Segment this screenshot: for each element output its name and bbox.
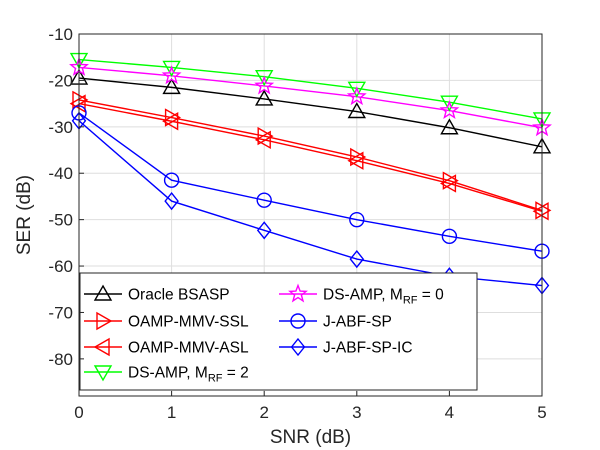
y-tick-label: -60 (48, 257, 73, 276)
data-point-marker (441, 228, 458, 245)
data-point-marker (256, 192, 272, 208)
data-point-marker (162, 77, 181, 95)
series-line (78, 66, 543, 129)
x-tick-label: 0 (74, 403, 83, 422)
data-point-marker (347, 81, 367, 98)
data-point-marker (350, 147, 367, 167)
series-markers (69, 52, 552, 295)
legend-series-subscript: RF (208, 373, 223, 385)
data-point-marker (72, 90, 89, 110)
data-point-marker (163, 172, 180, 188)
data-point-marker (442, 171, 459, 190)
data-point-marker (161, 65, 182, 85)
legend-entry-label: J-ABF-SP-IC (323, 340, 413, 357)
legend-series-name: Oracle BSASP (128, 287, 230, 304)
legend-entry-label: DS-AMP, MRF = 2 (128, 365, 249, 385)
data-point-marker (439, 100, 460, 120)
legend-entry-label: J-ABF-SP (323, 314, 392, 331)
series-line (78, 102, 543, 212)
data-point-marker (69, 94, 86, 113)
legend-swatch-marker (290, 337, 306, 357)
legend-series-suffix: = 2 (222, 365, 248, 382)
data-point-marker (349, 249, 365, 269)
data-point-marker (164, 108, 182, 127)
legend-swatch-marker (93, 337, 110, 357)
legend-swatch-marker (290, 313, 306, 329)
x-tick-label: 3 (352, 403, 361, 422)
legend-series-name: OAMP-MMV-SSL (128, 314, 249, 331)
data-point-marker (257, 126, 274, 146)
y-tick-label: -30 (48, 118, 73, 137)
data-point-marker (349, 211, 365, 228)
plot-frame (78, 33, 543, 397)
y-tick-label: -40 (48, 164, 73, 183)
legend-entry-label: OAMP-MMV-ASL (128, 340, 249, 357)
data-point-marker (162, 112, 179, 131)
legend-swatch-marker (93, 365, 113, 382)
x-tick-label: 4 (445, 403, 454, 422)
x-tick-label: 5 (537, 403, 546, 422)
legend-series-name: J-ABF-SP (323, 314, 392, 331)
x-axis-label: SNR (dB) (270, 427, 351, 448)
data-point-marker (254, 130, 271, 150)
legend-series-subscript: RF (403, 295, 418, 307)
x-tick-label: 2 (259, 403, 268, 422)
legend-series-suffix: = 0 (417, 287, 444, 304)
legend-swatch-marker (288, 283, 308, 303)
legend-series-name: DS-AMP, M (128, 365, 208, 382)
data-point-marker (439, 174, 457, 193)
data-point-marker (347, 102, 367, 119)
y-tick-label: -70 (48, 303, 73, 322)
legend-box (79, 272, 478, 391)
y-tick-label: -20 (48, 71, 73, 90)
legend-entry-label: DS-AMP, MRF = 0 (323, 287, 444, 307)
data-point-marker (440, 118, 459, 135)
legend-swatch-marker (93, 284, 113, 301)
data-point-marker (254, 69, 274, 87)
legend: Oracle BSASP OAMP-MMV-SSL OAMP-MMV-ASL DS-A… (84, 283, 444, 385)
data-point-marker (346, 86, 367, 106)
legend-entry-label: Oracle BSASP (128, 287, 230, 304)
y-tick-label: -10 (48, 25, 73, 44)
y-tick-label: -50 (48, 211, 73, 230)
legend-series-name: OAMP-MMV-ASL (128, 340, 249, 357)
data-point-marker (532, 202, 549, 221)
y-tick-label: -80 (48, 350, 73, 369)
legend-entry-label: OAMP-MMV-SSL (128, 314, 249, 331)
series-line (78, 58, 543, 120)
data-point-marker (256, 221, 272, 240)
data-point-marker (164, 191, 179, 211)
legend-series-name: DS-AMP, M (323, 287, 403, 304)
legend-swatch-marker (96, 311, 113, 331)
axis-ticks: 0 1 2 3 4 5 -10 -20 -30 -40 -50 -60 -70 -80 (48, 25, 546, 422)
data-point-marker (347, 151, 364, 170)
series-line (78, 99, 543, 212)
x-tick-label: 1 (167, 403, 176, 422)
series-line (78, 112, 543, 252)
legend-series-name: J-ABF-SP-IC (323, 340, 413, 357)
data-point-marker (440, 95, 459, 112)
data-point-marker (254, 89, 274, 106)
data-point-marker (162, 60, 181, 77)
data-point-marker (254, 75, 275, 95)
y-axis-label: SER (dB) (14, 175, 35, 255)
series-line (78, 77, 543, 148)
